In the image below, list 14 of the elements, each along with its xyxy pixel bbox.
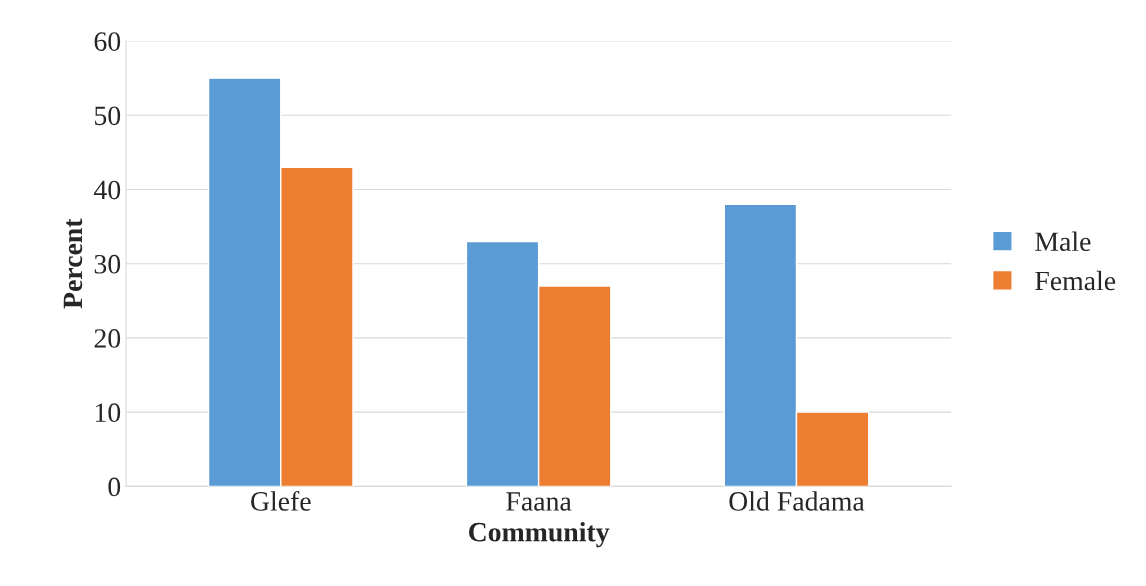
y-tick-label: 0 xyxy=(108,477,121,497)
y-tick-label: 30 xyxy=(94,254,121,274)
y-tick-label: 10 xyxy=(95,403,121,423)
y-tick-label: 60 xyxy=(94,32,121,51)
y-tick-label: 40 xyxy=(93,180,121,200)
x-tick-label: Faana xyxy=(506,492,572,511)
x-axis-title: Community xyxy=(468,521,610,548)
y-axis-title: Percent xyxy=(63,218,83,309)
legend-label: Male xyxy=(1035,231,1091,252)
y-tick-label: 20 xyxy=(94,329,121,348)
y-tick-label: 50 xyxy=(95,106,121,126)
legend-label: Female xyxy=(1035,270,1116,291)
x-tick-label: Old Fadama xyxy=(729,491,865,511)
x-tick-label: Glefe xyxy=(251,490,311,511)
